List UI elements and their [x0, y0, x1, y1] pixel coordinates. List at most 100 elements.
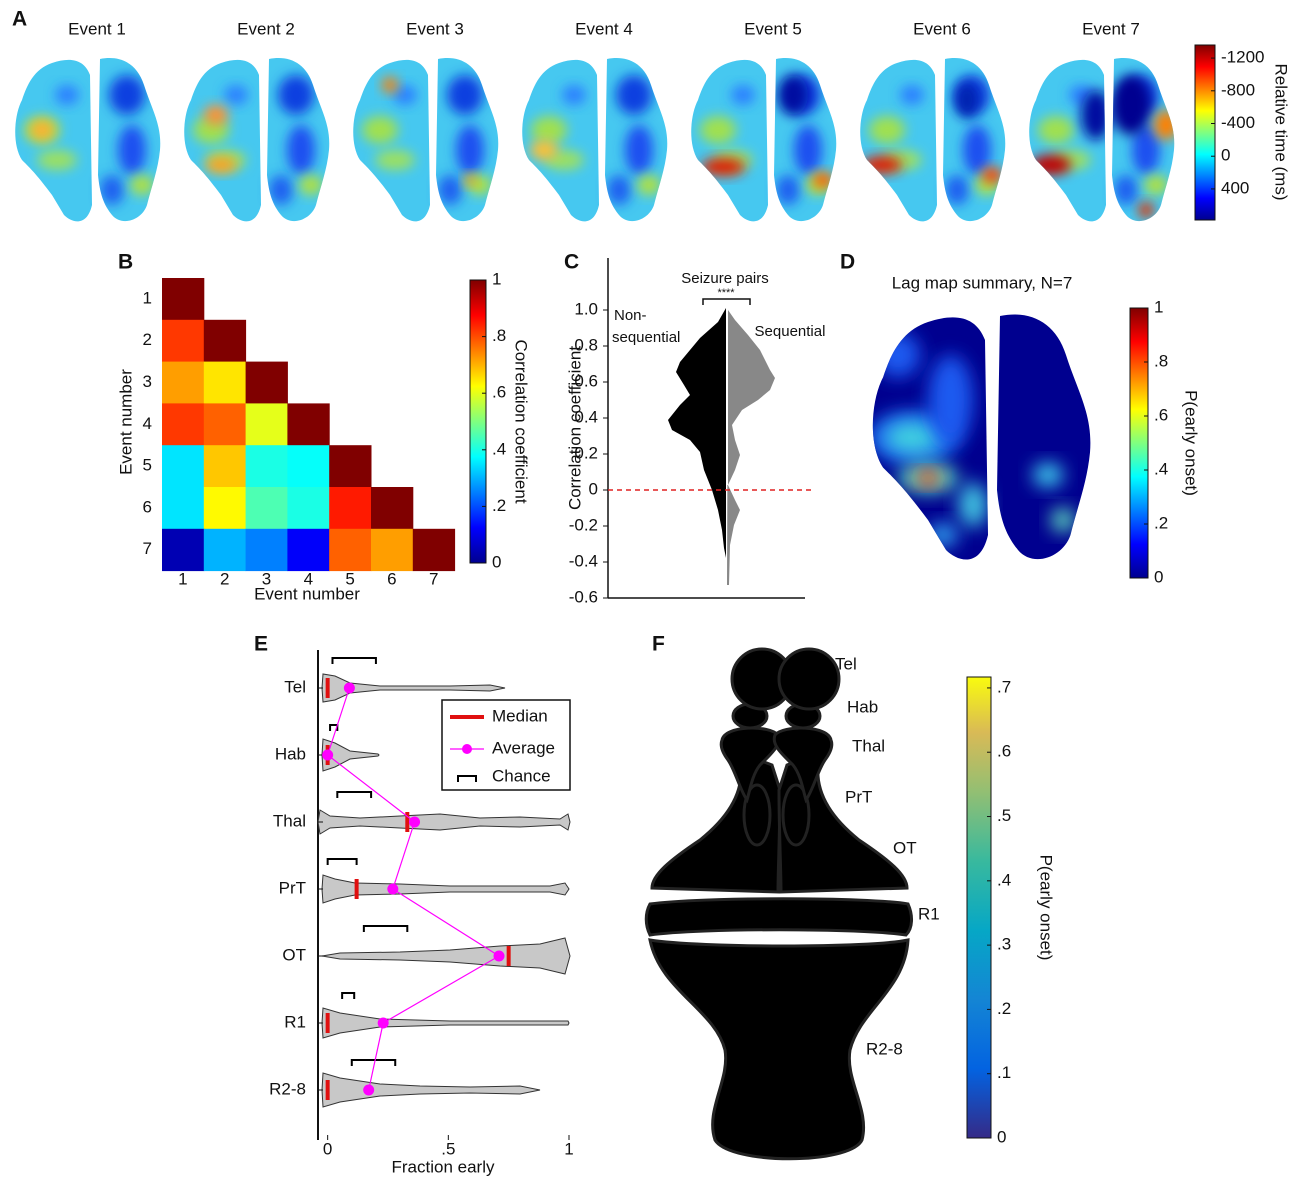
y-axis-label: Event number [116, 369, 135, 475]
bracket [703, 299, 750, 305]
violin [322, 938, 570, 974]
map-blob [224, 85, 248, 105]
colorbar-tick-label: .8 [492, 326, 506, 345]
map-blob [464, 174, 476, 186]
map-blob [731, 85, 755, 105]
colorbar-label: Relative time (ms) [1272, 64, 1291, 201]
lag-map-fill [350, 55, 510, 230]
violin [318, 810, 570, 834]
heatmap-cell [162, 529, 204, 571]
y-tick-label: Hab [275, 744, 306, 763]
colorbar-tick-label: .8 [1154, 351, 1168, 370]
legend-label: Median [492, 706, 548, 725]
group-label: Sequential [755, 323, 826, 340]
colorbar-tick-label: 1 [492, 269, 501, 288]
group-label: sequential [612, 329, 680, 346]
lag-map-fill [857, 55, 1017, 230]
map-blob [287, 125, 315, 175]
y-tick-label: OT [282, 945, 306, 964]
significance: **** [717, 287, 735, 299]
legend-label: Chance [492, 766, 551, 785]
lag-map [688, 55, 848, 230]
map-blob [278, 75, 314, 115]
violin [322, 1073, 540, 1107]
y-tick-label: -0.4 [569, 551, 598, 570]
lag-map-fill [868, 310, 1108, 573]
y-tick-label: 1 [143, 288, 152, 307]
colorbar-tick-label: 0 [1154, 567, 1163, 586]
y-axis-label: Correlation coefficient [565, 346, 584, 510]
colorbar-tick-label: 400 [1221, 178, 1249, 197]
region-tel [779, 649, 839, 709]
region-label: Thal [852, 736, 885, 755]
x-tick-label: 7 [429, 569, 438, 588]
map-blob [456, 125, 484, 175]
diagram [646, 649, 911, 1159]
legend-label: Average [492, 738, 555, 757]
y-tick-label: 0 [589, 479, 598, 498]
map-blob [928, 523, 958, 547]
colorbar-tick-label: .7 [997, 677, 1011, 696]
heatmap-cell [246, 529, 288, 571]
heatmap-cell [329, 529, 371, 571]
map-blob [876, 333, 921, 378]
map-blob [701, 158, 745, 176]
heatmap-cell [162, 320, 204, 362]
map-blob [447, 75, 483, 115]
x-tick-label: 1 [564, 1139, 573, 1158]
x-tick-label: 3 [262, 569, 271, 588]
colorbar-tick-label: 1 [1154, 297, 1163, 316]
map-blob [205, 157, 237, 173]
lag-map [12, 55, 172, 230]
heatmap-cell [204, 529, 246, 571]
heatmap-cell [287, 487, 329, 529]
x-tick-label: 4 [304, 569, 313, 588]
map-blob [531, 116, 567, 144]
colorbar-tick-label: -1200 [1221, 48, 1264, 67]
average-point [322, 750, 333, 761]
colorbar [1195, 45, 1215, 220]
lag-map-summary [868, 310, 1108, 573]
heatmap-cell [246, 362, 288, 404]
x-tick-label: 5 [345, 569, 354, 588]
event-label: Event 2 [237, 19, 295, 38]
colorbar-tick-label: 0 [997, 1127, 1006, 1146]
colorbar-tick-label: .2 [492, 496, 506, 515]
heatmap-cell [329, 445, 371, 487]
map-blob [862, 156, 902, 174]
colorbar-label: P(early onset) [1182, 390, 1201, 496]
colorbar-tick-label: 0 [1221, 146, 1230, 165]
map-blob [1114, 175, 1138, 205]
colorbar-tick-label: 0 [492, 552, 501, 571]
y-tick-label: -0.6 [569, 587, 598, 606]
colorbar-tick-label: .4 [997, 870, 1011, 889]
y-tick-label: -0.2 [569, 515, 598, 534]
event-label: Event 7 [1082, 19, 1140, 38]
heatmap-cell [162, 445, 204, 487]
region-label: R1 [918, 904, 940, 923]
panel-letter: F [652, 633, 665, 656]
average-point [494, 951, 505, 962]
chance-bracket [337, 792, 371, 798]
group-label: Non- [614, 307, 647, 324]
map-blob [982, 167, 1002, 183]
chance-bracket [332, 658, 375, 664]
event-label: Event 5 [744, 19, 802, 38]
event-label: Event 4 [575, 19, 633, 38]
y-tick-label: R2-8 [269, 1079, 306, 1098]
y-tick-label: 1.0 [574, 299, 598, 318]
region-label: PrT [845, 787, 872, 806]
average-point [409, 817, 420, 828]
bracket-label: Seizure pairs [681, 270, 769, 287]
y-tick-label: 2 [143, 330, 152, 349]
lag-map-fill [688, 55, 848, 230]
map-blob [1051, 508, 1075, 532]
colorbar-label: Correlation coefficient [512, 339, 531, 503]
average-point [363, 1085, 374, 1096]
colorbar-tick-label: .2 [1154, 513, 1168, 532]
heatmap-cell [329, 487, 371, 529]
x-tick-label: .5 [441, 1139, 455, 1158]
panel-letter: B [118, 251, 133, 274]
panel-c: Seizure pairs **** Non- sequential Seque… [565, 258, 825, 598]
heatmap-cell [371, 487, 413, 529]
